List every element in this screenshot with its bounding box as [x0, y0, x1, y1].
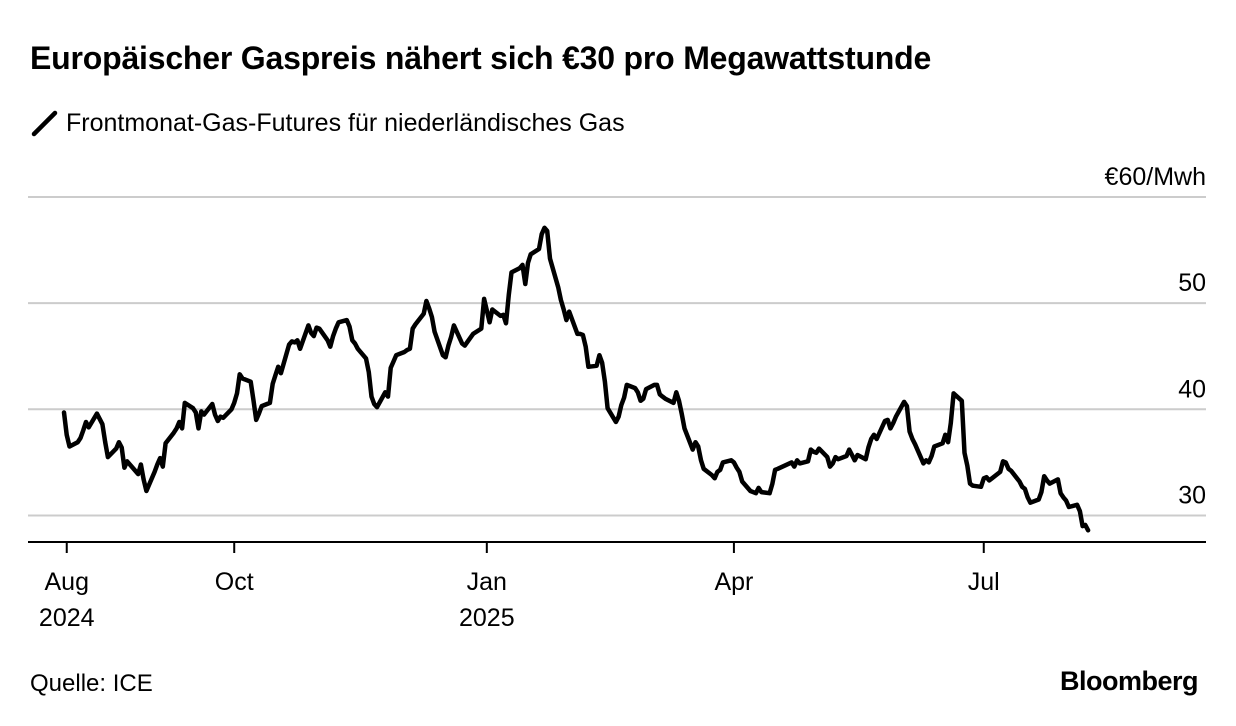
source-note: Quelle: ICE: [30, 670, 153, 697]
y-tick-label-50: 50: [1178, 269, 1206, 297]
series-line-0: [61, 225, 1091, 533]
x-tick-label-apr: Apr: [714, 568, 753, 596]
x-tick-label-jul: Jul: [968, 568, 1000, 596]
legend-line-icon: [31, 110, 58, 137]
x-tick-year-2024: 2024: [39, 604, 95, 632]
y-tick-label-60: €60/Mwh: [1105, 163, 1206, 191]
y-tick-label-40: 40: [1178, 375, 1206, 403]
bloomberg-logo: Bloomberg: [1059, 666, 1199, 696]
chart-title: Europäischer Gaspreis nähert sich €30 pr…: [30, 40, 932, 76]
x-tick-label-jan: Jan: [467, 568, 507, 596]
y-tick-label-30: 30: [1178, 481, 1206, 509]
legend-label: Frontmonat-Gas-Futures für niederländisc…: [66, 108, 625, 137]
legend: Frontmonat-Gas-Futures für niederländisc…: [30, 106, 625, 140]
x-tick-label-oct: Oct: [215, 568, 254, 596]
x-tick-label-aug: Aug: [45, 568, 89, 596]
x-tick-year-2025: 2025: [459, 604, 515, 632]
